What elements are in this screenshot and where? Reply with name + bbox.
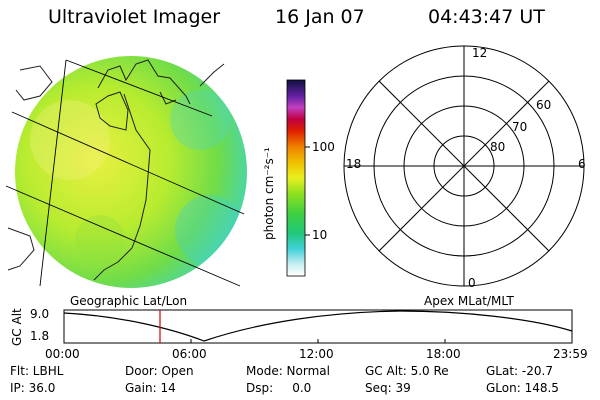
- colorbar: [286, 79, 310, 277]
- xtick-1800: 18:00: [426, 347, 461, 361]
- date-label: 16 Jan 07: [275, 6, 365, 28]
- mlt-label-18: 18: [346, 157, 362, 171]
- info-mode: Mode: Normal: [246, 364, 330, 378]
- app-title: Ultraviolet Imager: [48, 6, 221, 28]
- info-glat: GLat: -20.7: [486, 364, 553, 378]
- info-gain: Gain: 14: [125, 381, 176, 395]
- colorbar-tick-10: 10: [312, 228, 328, 242]
- mlt-label-12: 12: [472, 46, 488, 60]
- colorbar-unit-label: photon cm⁻²s⁻¹: [262, 147, 276, 240]
- info-dsp: Dsp: 0.0: [246, 381, 312, 395]
- colorbar-tick-100: 100: [312, 140, 335, 154]
- altitude-ytick-top: 9.0: [30, 307, 50, 321]
- lat-label-60: 60: [536, 98, 552, 112]
- time-label: 04:43:47 UT: [428, 6, 545, 28]
- altitude-ytick-bottom: 1.8: [30, 329, 50, 343]
- xtick-2359: 23:59: [553, 347, 588, 361]
- altitude-curve: [63, 310, 573, 342]
- xtick-0600: 06:00: [172, 347, 207, 361]
- lat-label-80: 80: [490, 140, 506, 154]
- info-seq: Seq: 39: [365, 381, 411, 395]
- earth-image: [5, 56, 247, 288]
- lat-label-70: 70: [512, 120, 528, 134]
- xtick-0000: 00:00: [45, 347, 80, 361]
- xtick-1200: 12:00: [299, 347, 334, 361]
- altitude-plot: [63, 309, 573, 344]
- latlon-grid: [5, 59, 245, 287]
- mlt-label-0: 0: [468, 276, 476, 290]
- polar-plot: [343, 45, 585, 287]
- mlt-label-6: 6: [578, 157, 586, 171]
- altitude-ylabel: GC Alt: [10, 308, 24, 346]
- info-door: Door: Open: [125, 364, 194, 378]
- info-gc-alt: GC Alt: 5.0 Re: [365, 364, 449, 378]
- geographic-caption: Geographic Lat/Lon: [70, 294, 188, 308]
- info-ip: IP: 36.0: [10, 381, 56, 395]
- apex-caption: Apex MLat/MLT: [424, 294, 514, 308]
- info-glon: GLon: 148.5: [486, 381, 559, 395]
- info-flt: Flt: LBHL: [10, 364, 64, 378]
- coastline-outline: [7, 59, 225, 281]
